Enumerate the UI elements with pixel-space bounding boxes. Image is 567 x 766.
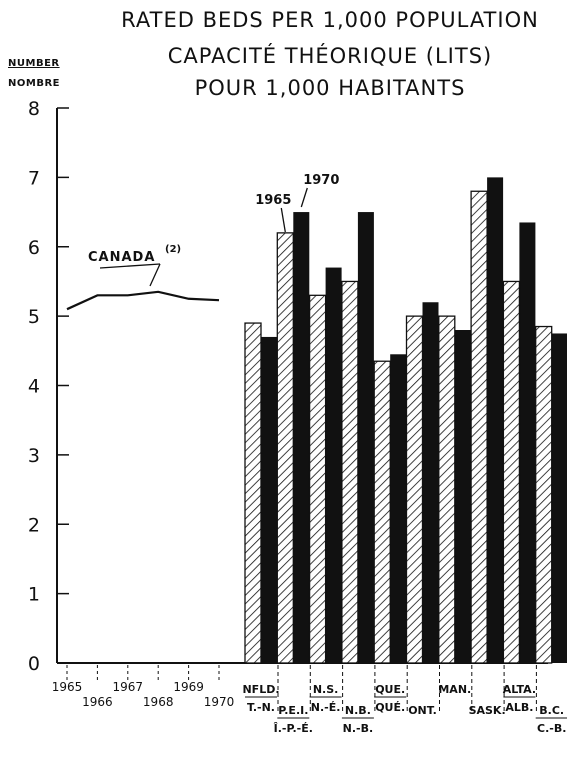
y-tick-label: 7 xyxy=(28,167,40,189)
y-tick-label: 0 xyxy=(28,653,40,675)
category-label: MAN. xyxy=(438,683,471,696)
category-label: NFLD. xyxy=(242,683,279,696)
category-label: P.E.I. xyxy=(278,704,308,717)
canada-label-leader xyxy=(149,263,161,287)
bar-1970 xyxy=(390,354,407,663)
category-label: N.B. xyxy=(345,704,371,717)
bar-1965 xyxy=(308,294,327,664)
series-label-1965: 1965 xyxy=(255,193,291,208)
category-label-fr: N.-B. xyxy=(343,722,374,735)
chart-title: RATED BEDS PER 1,000 POPULATION xyxy=(121,8,539,32)
bar-1965 xyxy=(438,315,456,664)
bar-1965 xyxy=(341,280,359,664)
category-label: QUE. xyxy=(375,683,405,696)
bar-1965 xyxy=(502,280,521,664)
year-label: 1967 xyxy=(113,680,144,694)
canada-series-line xyxy=(66,290,220,311)
category-label-fr: QUÉ. xyxy=(375,701,405,714)
bar-1965 xyxy=(535,325,553,664)
series-leader-1965 xyxy=(280,207,286,233)
bar-1970 xyxy=(551,333,567,663)
year-label: 1965 xyxy=(52,680,83,694)
category-label-fr: ALB. xyxy=(505,701,533,714)
bar-1970 xyxy=(487,177,504,663)
category-label: ONT. xyxy=(408,704,437,717)
y-tick-label: 6 xyxy=(28,237,40,259)
category-label-fr: Î.-P.-É. xyxy=(274,722,313,735)
bar-1965 xyxy=(405,315,424,664)
bar-1970 xyxy=(293,212,310,663)
series-leader-1970 xyxy=(300,187,308,208)
canada-label: CANADA xyxy=(88,250,155,265)
series-label-1970: 1970 xyxy=(303,173,339,188)
y-tick-label: 8 xyxy=(28,98,40,120)
category-label: ALTA. xyxy=(503,683,536,696)
year-label: 1968 xyxy=(143,695,174,709)
y-tick-label: 1 xyxy=(28,584,40,606)
y-tick-label: 5 xyxy=(28,306,40,328)
bar-1965 xyxy=(276,232,294,664)
bar-1965 xyxy=(373,360,391,664)
bar-1970 xyxy=(357,212,374,663)
chart-subtitle-line1: CAPACITÉ THÉORIQUE (LITS) xyxy=(167,44,493,68)
year-label: 1969 xyxy=(173,680,204,694)
y-tick-label: 3 xyxy=(28,445,40,467)
bar-1970 xyxy=(422,302,439,663)
category-label: B.C. xyxy=(539,704,564,717)
y-axis-label-fr: NOMBRE xyxy=(8,78,60,89)
bar-1970 xyxy=(454,330,471,663)
bar-1965 xyxy=(470,190,488,664)
y-axis-label-en: NUMBER xyxy=(8,58,60,69)
y-tick-label: 4 xyxy=(28,376,40,398)
bar-1970 xyxy=(261,336,277,663)
canada-note: (2) xyxy=(165,244,181,255)
year-label: 1966 xyxy=(82,695,113,709)
bar-1970 xyxy=(519,222,536,663)
bar-1965 xyxy=(244,322,262,664)
canada-label-rule xyxy=(99,263,161,269)
category-label-fr: T.-N. xyxy=(247,701,275,714)
chart-subtitle-line2: POUR 1,000 HABITANTS xyxy=(194,76,466,100)
y-tick-label: 2 xyxy=(28,514,40,536)
bar-1970 xyxy=(325,267,342,663)
category-label: SASK. xyxy=(469,704,506,717)
category-label: N.S. xyxy=(313,683,339,696)
category-label-fr: C.-B. xyxy=(537,722,566,735)
category-label-fr: N.-É. xyxy=(311,701,341,714)
year-label: 1970 xyxy=(204,695,235,709)
